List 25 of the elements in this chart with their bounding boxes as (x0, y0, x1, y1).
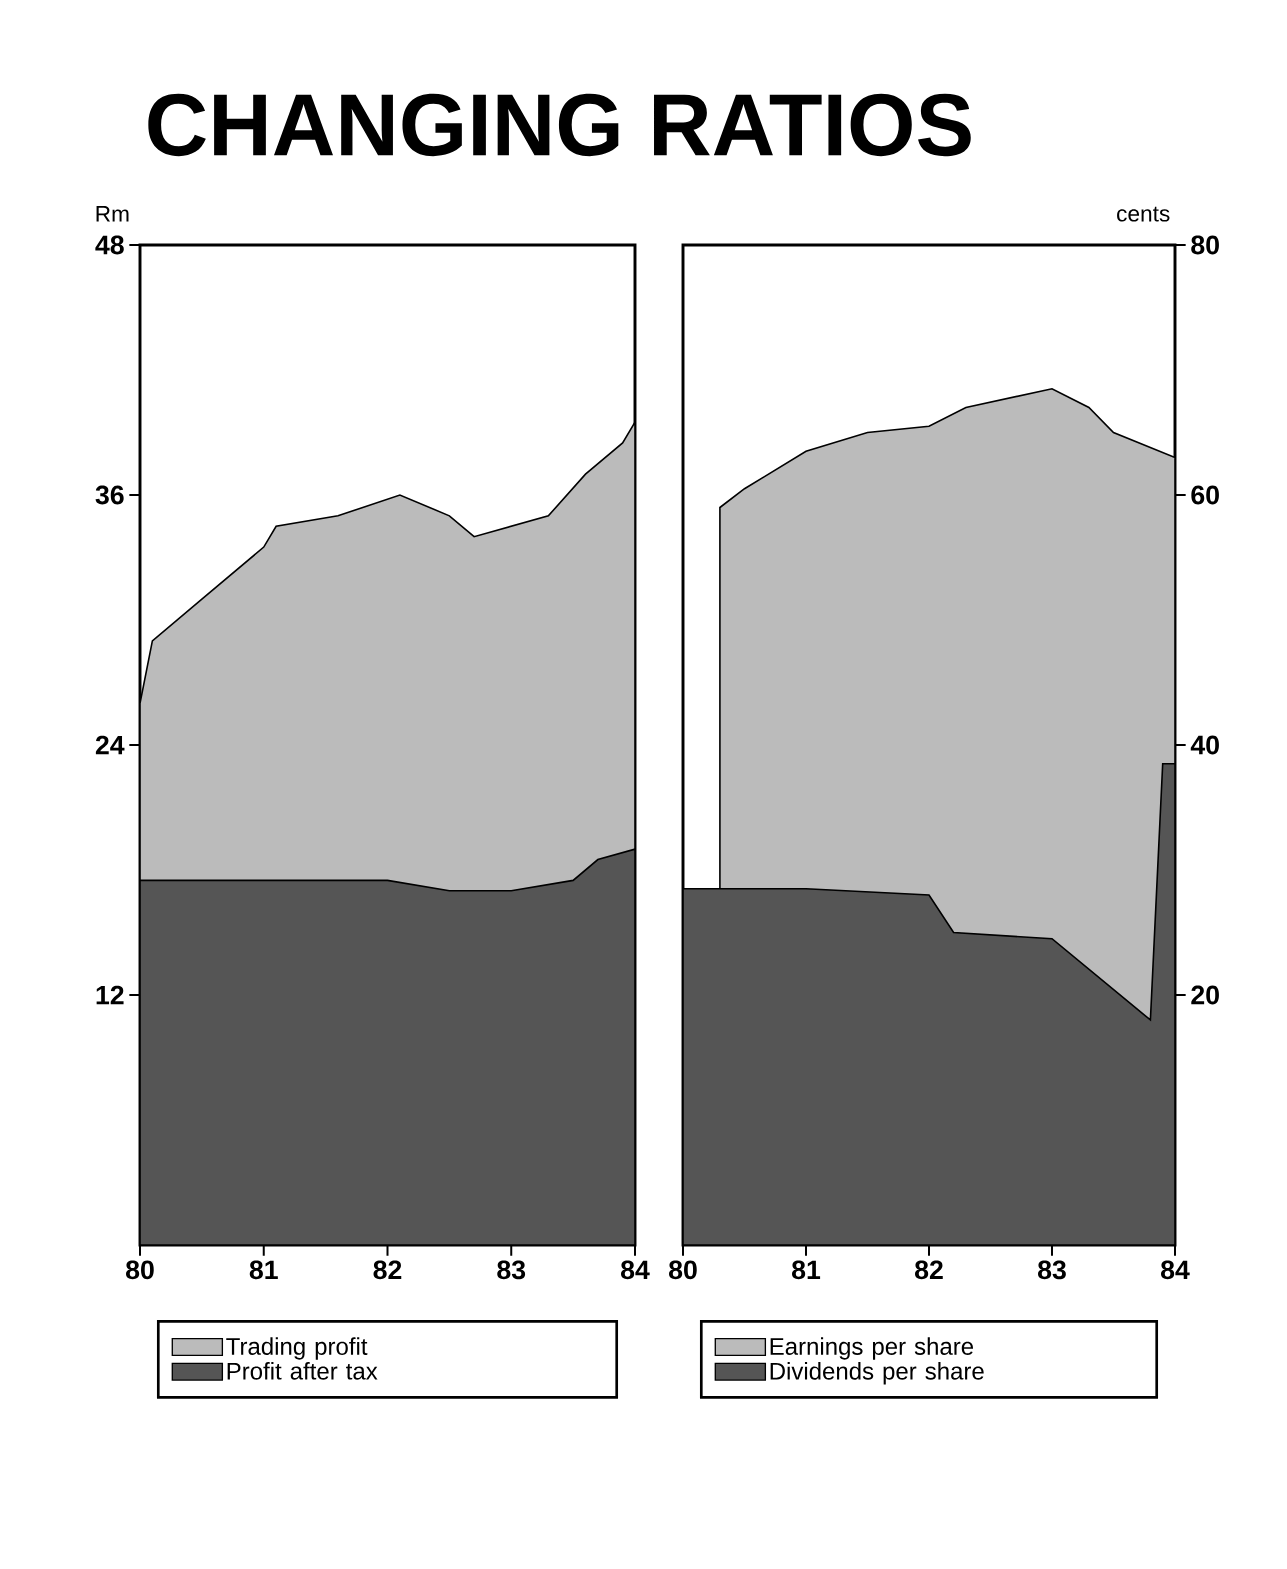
x-tick-label: 81 (249, 1260, 278, 1280)
x-tick-label: 82 (373, 1260, 402, 1280)
x-tick-label: 81 (792, 1260, 821, 1280)
y-tick-label: 24 (95, 735, 125, 755)
x-tick-label: 83 (1038, 1260, 1066, 1280)
y2-tick-label: 60 (1191, 485, 1219, 505)
legend-label: Earnings per share (770, 1337, 974, 1360)
y-axis-title: Rm (96, 206, 129, 222)
x-tick-label: 84 (1161, 1260, 1190, 1280)
x-tick-label: 82 (915, 1260, 943, 1280)
legend-label: Dividends per share (770, 1362, 984, 1385)
x-tick-label: 80 (126, 1260, 154, 1280)
chart-title: CHANGING RATIOS (148, 93, 971, 157)
y-tick-label: 12 (96, 985, 124, 1005)
x-tick-label: 84 (621, 1260, 650, 1280)
x-tick-label: 80 (669, 1260, 697, 1280)
x-tick-label: 83 (497, 1260, 526, 1280)
y2-tick-label: 20 (1191, 985, 1219, 1005)
y2-tick-label: 80 (1191, 235, 1219, 255)
legend-label: Profit after tax (227, 1362, 378, 1380)
y-tick-label: 48 (95, 235, 124, 255)
y2-axis-title: cents (1117, 206, 1170, 222)
y-tick-label: 36 (95, 485, 124, 505)
legend-label: Trading profit (226, 1337, 368, 1360)
y2-tick-label: 40 (1190, 735, 1219, 755)
